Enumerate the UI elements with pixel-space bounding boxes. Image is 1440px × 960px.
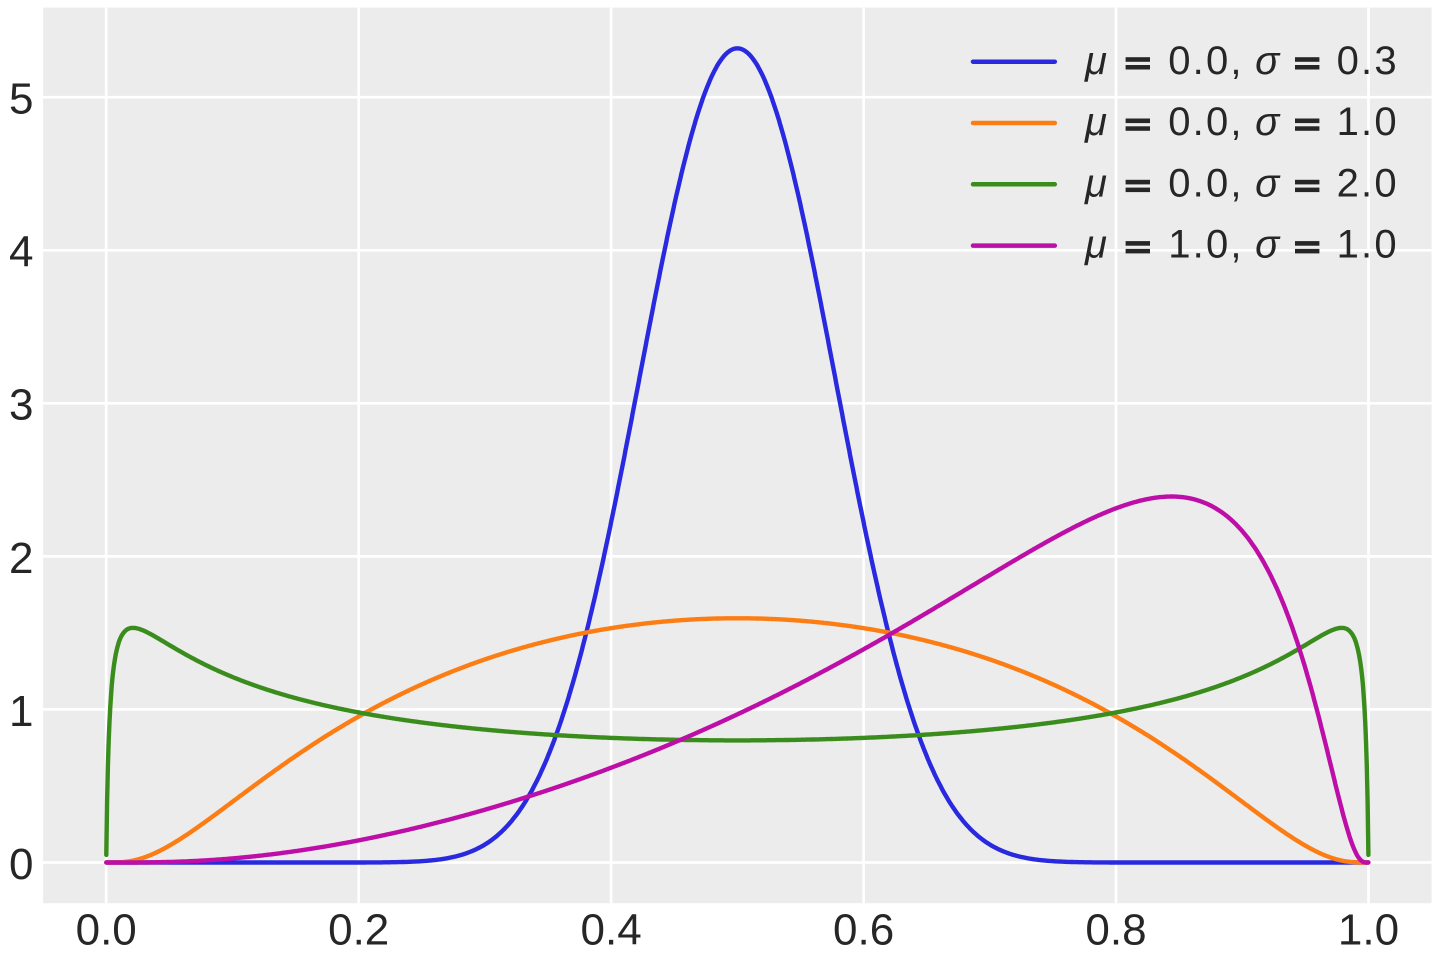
svg-text:2: 2 (9, 534, 33, 583)
svg-text:0: 0 (9, 840, 33, 889)
svg-text:1: 1 (9, 687, 33, 736)
svg-text:0.2: 0.2 (328, 905, 389, 954)
svg-text:μ0.0,σ1.0: μ 0.0, σ 1.0 (1084, 100, 1399, 144)
svg-text:3: 3 (9, 381, 33, 430)
svg-text:4: 4 (9, 228, 33, 277)
svg-text:0.6: 0.6 (833, 905, 894, 954)
svg-text:μ1.0,σ1.0: μ 1.0, σ 1.0 (1084, 223, 1399, 267)
svg-text:0.8: 0.8 (1085, 905, 1146, 954)
svg-text:μ0.0,σ0.3: μ 0.0, σ 0.3 (1084, 39, 1399, 83)
svg-text:0.4: 0.4 (581, 905, 642, 954)
svg-text:μ0.0,σ2.0: μ 0.0, σ 2.0 (1084, 161, 1399, 205)
svg-text:0.0: 0.0 (76, 905, 137, 954)
svg-text:1.0: 1.0 (1338, 905, 1399, 954)
svg-text:5: 5 (9, 75, 33, 124)
